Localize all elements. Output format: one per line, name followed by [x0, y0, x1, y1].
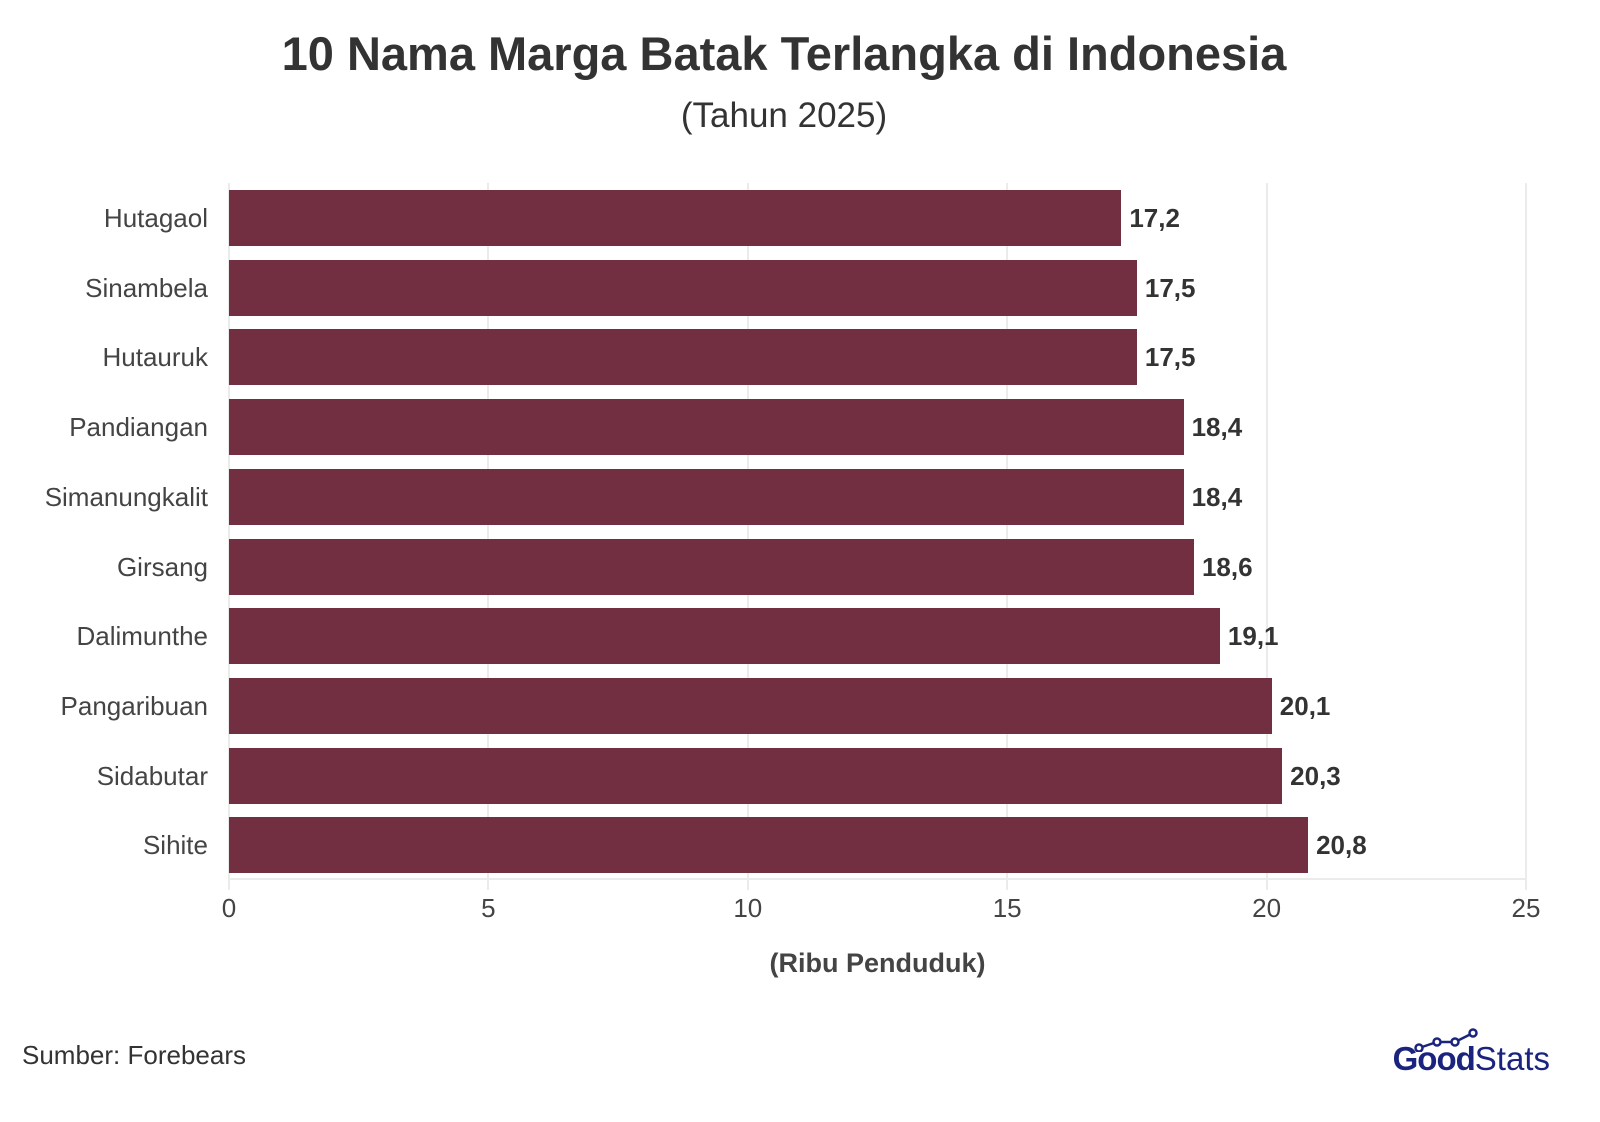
category-label: Hutauruk: [102, 342, 209, 373]
bar-value-label: 19,1: [1227, 621, 1279, 652]
bar-value-label: 20,8: [1316, 830, 1367, 861]
source-note: Sumber: Forebears: [22, 1040, 246, 1070]
logo-stats-text: Stats: [1474, 1040, 1550, 1077]
bar: [229, 399, 1184, 456]
bar: [229, 538, 1194, 595]
category-label: Hutagaol: [103, 203, 208, 233]
x-tick-mark: [1265, 880, 1268, 890]
bar-value-label: 18,6: [1201, 551, 1253, 582]
trend-line-icon: [1413, 1028, 1478, 1052]
bar: [229, 817, 1309, 874]
bar-value-label: 17,2: [1129, 203, 1180, 233]
x-tick-mark: [487, 880, 490, 890]
x-tick-label: 15: [992, 893, 1022, 923]
x-tick-label: 20: [1252, 893, 1282, 923]
bar: [229, 677, 1272, 734]
category-label: Girsang: [116, 551, 208, 582]
x-tick-mark: [228, 880, 230, 890]
bar: [229, 190, 1122, 246]
chart-subtitle: (Tahun 2025): [680, 96, 888, 135]
chart-title: 10 Nama Marga Batak Terlangka di Indones…: [281, 27, 1287, 80]
bar-value-label: 20,1: [1279, 690, 1331, 721]
bar-value-label: 17,5: [1144, 342, 1196, 373]
x-tick-mark: [1525, 880, 1527, 890]
bar-value-label: 18,4: [1191, 481, 1243, 512]
category-label: Sidabutar: [96, 760, 208, 791]
bar-value-label: 17,5: [1144, 272, 1196, 303]
category-label: Dalimunthe: [76, 621, 208, 652]
gridline: [1265, 183, 1268, 880]
bar-value-label: 18,4: [1191, 412, 1243, 443]
x-tick-label: 5: [481, 893, 496, 923]
gridline: [1525, 183, 1527, 880]
x-tick-mark: [1006, 880, 1009, 890]
category-label: Sinambela: [85, 272, 208, 303]
x-tick-mark: [746, 880, 749, 890]
gridline: [746, 183, 749, 880]
category-label: Pandiangan: [69, 412, 208, 443]
bar: [229, 329, 1137, 386]
gridline: [1006, 183, 1009, 880]
x-axis-label: (Ribu Penduduk): [769, 948, 986, 978]
category-label: Pangaribuan: [60, 690, 208, 721]
gridline: [487, 183, 490, 880]
bar-value-label: 20,3: [1290, 760, 1341, 791]
x-tick-label: 0: [221, 893, 237, 923]
bar: [229, 259, 1137, 316]
logo-good-text: Good: [1392, 1040, 1476, 1077]
category-label: Sihite: [142, 830, 208, 861]
bar: [229, 608, 1220, 665]
x-tick-label: 10: [733, 893, 763, 923]
goodstats-logo: Good Stats: [1393, 1028, 1550, 1078]
gridline: [228, 183, 230, 880]
x-tick-label: 25: [1511, 893, 1541, 923]
x-axis-line: [229, 878, 1526, 880]
plot-area: 17,2 17,5 17,5 18,4 18,4 18,6 19,1 20,1 20,3 20,8: [228, 183, 1527, 890]
bar: [229, 468, 1184, 525]
bar: [229, 747, 1283, 804]
category-label: Simanungkalit: [44, 481, 208, 512]
